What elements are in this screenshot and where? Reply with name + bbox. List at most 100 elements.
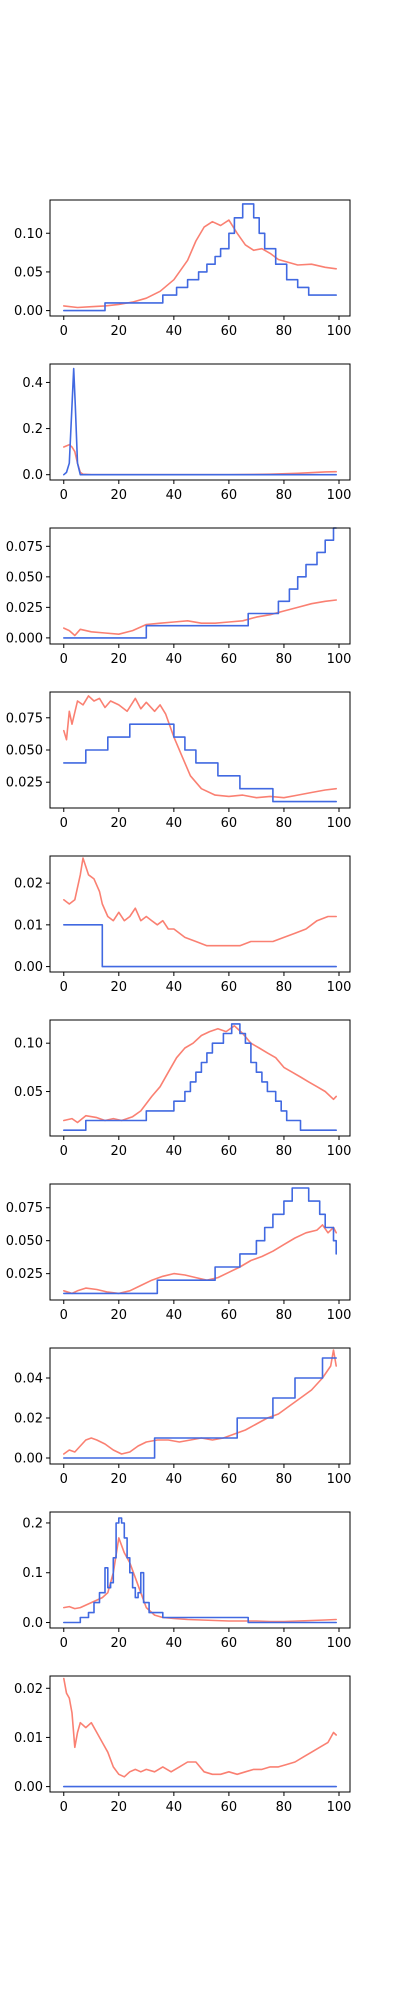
x-tick-label: 0	[60, 816, 68, 831]
x-tick-label: 80	[276, 1308, 293, 1323]
x-tick-label: 40	[166, 1472, 183, 1487]
series-line-2	[63, 924, 337, 968]
x-tick-label: 0	[60, 324, 68, 339]
x-tick-label: 80	[276, 1636, 293, 1651]
series-line-1	[63, 219, 337, 309]
series-line-2	[63, 527, 337, 639]
x-tick-label: 80	[276, 1144, 293, 1159]
x-tick-label: 60	[221, 1800, 238, 1815]
x-tick-label: 20	[111, 488, 128, 503]
series-line-1	[63, 1349, 337, 1455]
x-tick-label: 100	[327, 980, 352, 995]
x-tick-label: 20	[111, 324, 128, 339]
y-tick-label: 0.025	[6, 601, 43, 616]
x-tick-label: 40	[166, 324, 183, 339]
series-line-1	[63, 1677, 337, 1778]
x-tick-label: 100	[327, 816, 352, 831]
y-tick-label: 0.10	[14, 1037, 43, 1052]
y-tick-label: 0.0	[22, 1616, 43, 1631]
series-line-2	[63, 1023, 337, 1131]
x-tick-label: 40	[166, 1636, 183, 1651]
x-tick-label: 0	[60, 488, 68, 503]
x-tick-label: 60	[221, 980, 238, 995]
axes-frame	[49, 1019, 351, 1137]
y-tick-label: 0.2	[22, 1516, 43, 1531]
y-tick-label: 0.075	[6, 1201, 43, 1216]
x-tick-label: 60	[221, 652, 238, 667]
subplot-6: 0 20 40 60 80 100 0.05 0.10	[14, 1019, 351, 1159]
x-tick-label: 100	[327, 652, 352, 667]
x-tick-label: 80	[276, 816, 293, 831]
x-tick-label: 100	[327, 1636, 352, 1651]
subplot-7: 0 20 40 60 80 100 0.025 0.050 0.075	[6, 1183, 352, 1323]
series-line-1	[63, 857, 337, 947]
y-tick-label: 0.00	[14, 960, 43, 975]
x-tick-label: 20	[111, 816, 128, 831]
series-line-2	[63, 367, 337, 476]
y-tick-label: 0.2	[22, 422, 43, 437]
x-tick-label: 100	[327, 1308, 352, 1323]
series-line-2	[63, 1357, 337, 1459]
series-line-2	[63, 723, 337, 803]
subplot-2: 0 20 40 60 80 100 0.0 0.2 0.4	[22, 363, 351, 503]
x-tick-label: 20	[111, 1800, 128, 1815]
x-tick-label: 20	[111, 652, 128, 667]
axes-frame	[49, 1183, 351, 1301]
x-tick-label: 40	[166, 816, 183, 831]
x-tick-label: 60	[221, 324, 238, 339]
axes-frame	[49, 855, 351, 973]
x-tick-label: 20	[111, 980, 128, 995]
y-tick-label: 0.10	[14, 227, 43, 242]
x-tick-label: 40	[166, 1308, 183, 1323]
series-line-2	[63, 1517, 337, 1624]
x-tick-label: 100	[327, 324, 352, 339]
axes-frame	[49, 363, 351, 481]
axes-frame	[49, 527, 351, 645]
y-tick-label: 0.0	[22, 468, 43, 483]
x-tick-label: 100	[327, 1472, 352, 1487]
y-tick-label: 0.075	[6, 540, 43, 555]
series-line-1	[63, 443, 337, 476]
y-tick-label: 0.05	[14, 265, 43, 280]
y-tick-label: 0.01	[14, 918, 43, 933]
x-tick-label: 40	[166, 1144, 183, 1159]
x-tick-label: 100	[327, 1800, 352, 1815]
x-tick-label: 40	[166, 1800, 183, 1815]
x-tick-label: 20	[111, 1308, 128, 1323]
x-tick-label: 20	[111, 1472, 128, 1487]
x-tick-label: 0	[60, 980, 68, 995]
x-tick-label: 80	[276, 1800, 293, 1815]
axes-frame	[49, 1675, 351, 1793]
x-tick-label: 0	[60, 652, 68, 667]
y-tick-label: 0.00	[14, 304, 43, 319]
axes-frame	[49, 1511, 351, 1629]
axes-frame	[49, 1347, 351, 1465]
y-tick-label: 0.4	[22, 376, 43, 391]
x-tick-label: 80	[276, 652, 293, 667]
series-line-1	[63, 1025, 337, 1124]
y-tick-label: 0.075	[6, 711, 43, 726]
x-tick-label: 0	[60, 1308, 68, 1323]
y-tick-label: 0.000	[6, 631, 43, 646]
axes-frame	[49, 199, 351, 317]
series-line-2	[63, 203, 337, 312]
x-tick-label: 0	[60, 1144, 68, 1159]
subplot-9: 0 20 40 60 80 100 0.0 0.1 0.2	[22, 1511, 352, 1651]
y-tick-label: 0.05	[14, 1085, 43, 1100]
y-tick-label: 0.050	[6, 744, 43, 759]
y-tick-label: 0.050	[6, 570, 43, 585]
series-line-1	[63, 1224, 337, 1295]
x-tick-label: 60	[221, 1472, 238, 1487]
x-tick-label: 80	[276, 488, 293, 503]
x-tick-label: 60	[221, 816, 238, 831]
x-tick-label: 0	[60, 1636, 68, 1651]
x-tick-label: 40	[166, 488, 183, 503]
y-tick-label: 0.1	[22, 1566, 43, 1581]
subplot-10: 0 20 40 60 80 100 0.00 0.01 0.02	[14, 1675, 352, 1815]
x-tick-label: 40	[166, 980, 183, 995]
y-tick-label: 0.02	[14, 1682, 43, 1697]
y-tick-label: 0.04	[14, 1372, 43, 1387]
y-tick-label: 0.01	[14, 1731, 43, 1746]
series-line-1	[63, 599, 337, 637]
